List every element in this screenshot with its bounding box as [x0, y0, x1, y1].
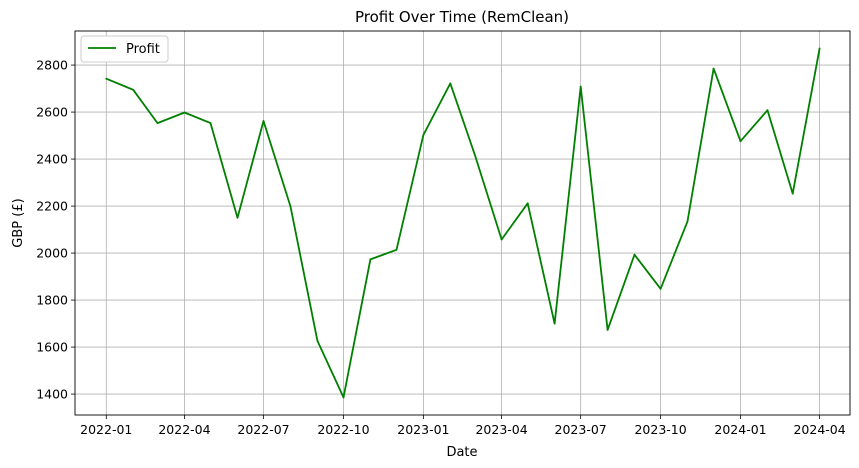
- data-point: [659, 287, 662, 290]
- data-point: [342, 396, 345, 399]
- series-line-profit: [105, 48, 821, 399]
- x-tick-label: 2024-01: [714, 422, 766, 437]
- grid-lines: [75, 31, 850, 415]
- x-tick-label: 2022-04: [158, 422, 210, 437]
- x-axis-ticks: 2022-01 2022-04 2022-07 2022-10 2023-01 2023-…: [80, 415, 846, 437]
- x-tick-label: 2024-04: [793, 422, 845, 437]
- x-tick-label: 2023-01: [397, 422, 449, 437]
- plot-frame: [74, 30, 851, 416]
- data-point: [606, 329, 609, 331]
- data-point: [395, 248, 398, 251]
- y-axis-title: GBP (£): [11, 198, 26, 247]
- y-tick-label: 2000: [36, 246, 68, 261]
- profit-data-points: [105, 47, 821, 399]
- legend: Profit: [80, 35, 169, 63]
- data-point: [739, 140, 742, 143]
- x-tick-label: 2022-10: [317, 422, 369, 437]
- data-point: [262, 120, 265, 122]
- x-tick-label: 2022-01: [80, 422, 132, 437]
- data-point: [633, 253, 636, 256]
- y-tick-label: 2800: [36, 58, 68, 73]
- legend-frame: [80, 35, 169, 63]
- data-point: [132, 88, 135, 91]
- data-point: [183, 111, 186, 114]
- legend-label-profit: Profit: [126, 42, 160, 57]
- y-tick-label: 1400: [36, 387, 68, 402]
- x-tick-label: 2022-07: [237, 422, 289, 437]
- data-point: [712, 67, 715, 70]
- data-point: [500, 238, 503, 241]
- chart-title: Profit Over Time (RemClean): [355, 8, 569, 26]
- y-tick-label: 2200: [36, 199, 68, 214]
- y-tick-label: 2400: [36, 152, 68, 167]
- data-point: [156, 122, 159, 124]
- y-axis-ticks: 1400 1600 1800 2000 2200 2400 2600 2800: [36, 58, 75, 402]
- y-tick-label: 1600: [36, 340, 68, 355]
- data-point: [553, 322, 556, 325]
- data-point: [369, 258, 372, 261]
- data-point: [289, 205, 292, 208]
- data-point: [449, 82, 452, 85]
- data-point: [236, 216, 239, 219]
- y-tick-label: 2600: [36, 105, 68, 120]
- data-point: [579, 85, 582, 88]
- data-point: [818, 47, 821, 50]
- data-point: [791, 192, 794, 195]
- data-point: [422, 134, 425, 136]
- data-point: [209, 122, 212, 124]
- data-point: [766, 109, 769, 112]
- data-point: [105, 77, 108, 80]
- data-point: [686, 220, 689, 223]
- x-axis-title: Date: [446, 445, 477, 460]
- x-tick-label: 2023-07: [555, 422, 607, 437]
- data-point: [526, 202, 529, 205]
- x-tick-label: 2023-04: [475, 422, 527, 437]
- y-tick-label: 1800: [36, 293, 68, 308]
- x-tick-label: 2023-10: [634, 422, 686, 437]
- data-point: [316, 339, 319, 342]
- data-point: [473, 153, 476, 156]
